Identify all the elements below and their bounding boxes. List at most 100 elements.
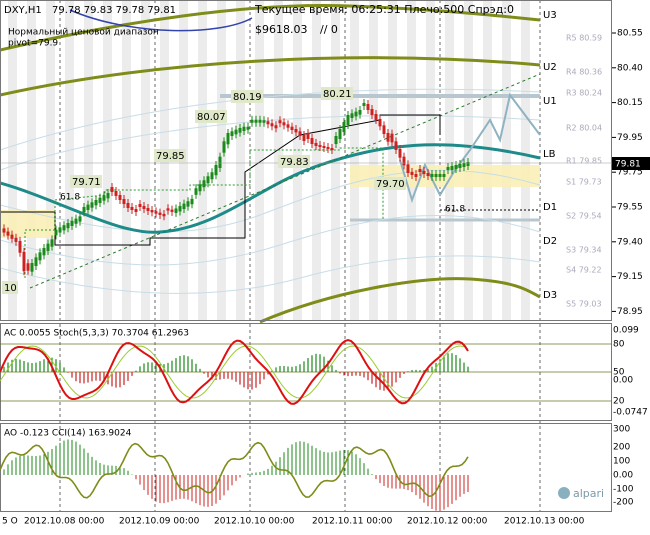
candle — [182, 203, 186, 210]
candle — [178, 206, 182, 212]
pivot-label: R5 80.59 — [566, 34, 602, 43]
candle — [170, 209, 174, 212]
stripe — [141, 0, 150, 320]
price-tick-label: 79.40 — [617, 237, 643, 247]
candle — [362, 103, 366, 106]
candle — [202, 180, 206, 188]
candle — [398, 149, 402, 158]
candle — [462, 163, 466, 167]
annotation: 79.70 — [376, 179, 405, 190]
ao-tick-label: -200 — [613, 498, 634, 508]
moving-average — [0, 143, 541, 234]
stripe — [122, 0, 131, 320]
candle — [158, 212, 162, 215]
candle — [58, 227, 62, 233]
candle — [342, 122, 346, 132]
ao-tick-label: 200 — [613, 443, 630, 453]
candle — [102, 195, 106, 201]
candle — [130, 207, 134, 210]
time-label: 2012.10.12 00:00 — [407, 517, 488, 527]
stripe — [407, 0, 416, 320]
pivot-label: S3 79.34 — [566, 246, 602, 255]
time-label: 5 O — [2, 517, 18, 527]
label-bg — [374, 177, 406, 190]
annotation: 79.85 — [156, 151, 185, 162]
candle — [78, 216, 82, 222]
ao-tick-label: 0.00 — [613, 471, 633, 481]
balance: $9618.03 — [255, 23, 308, 36]
candle — [86, 204, 90, 210]
candle — [290, 126, 294, 130]
level-label: U1 — [543, 96, 557, 107]
candle — [350, 113, 354, 118]
candle — [106, 193, 110, 199]
candle — [134, 209, 138, 212]
logo-bg — [556, 484, 606, 502]
annotation: 80.19 — [233, 92, 262, 103]
candle — [174, 208, 178, 213]
level-label: LB — [543, 149, 556, 160]
candle — [282, 122, 286, 126]
stripe — [350, 0, 359, 320]
candle — [250, 119, 254, 123]
envelope — [0, 255, 541, 294]
stoch-signal — [0, 345, 469, 399]
candle — [438, 174, 442, 177]
price-tick-label: 79.75 — [617, 168, 643, 178]
candle — [318, 145, 322, 147]
candle — [82, 207, 86, 213]
envelope — [0, 115, 541, 171]
candle — [234, 129, 238, 135]
envelope — [0, 214, 541, 266]
candle — [6, 231, 10, 236]
indicator-name: Нормальный ценовой диапазон — [8, 28, 159, 38]
candle — [418, 169, 422, 172]
stripe — [445, 0, 454, 320]
pivot-label: S5 79.03 — [566, 300, 602, 309]
candle — [358, 110, 362, 115]
candle — [286, 124, 290, 128]
candle — [18, 240, 22, 253]
cci — [0, 441, 469, 499]
candle — [302, 135, 306, 141]
candle — [242, 126, 246, 131]
candle — [334, 136, 338, 144]
time-axis: 5 O 2012.10.08 00:00 2012.10.09 00:00 2012.… — [2, 517, 585, 527]
candle — [450, 166, 454, 170]
annotation: 79.71 — [72, 177, 101, 188]
candle — [26, 263, 30, 271]
price-tick-label: 79.15 — [617, 272, 643, 282]
fib-line — [24, 147, 384, 278]
candle — [402, 156, 406, 166]
candle — [42, 248, 46, 256]
candle — [258, 119, 262, 123]
candle — [70, 220, 74, 226]
ac-tick-label: 80 — [613, 340, 625, 350]
candle — [166, 208, 170, 211]
ac-tick-label: 0.099 — [613, 326, 639, 336]
channel — [69, 9, 253, 32]
candle — [154, 211, 158, 214]
ohlc: 79.78 79.83 79.78 79.81 — [52, 5, 176, 16]
level-label: D3 — [543, 290, 557, 301]
candle — [370, 109, 374, 115]
candle — [66, 223, 70, 229]
pivot-label: S2 79.54 — [566, 212, 602, 221]
price-tick-label: 80.55 — [617, 29, 643, 39]
pivot-labels: R5 80.59 R4 80.36 R3 80.24 R2 80.04 R1 79.85… — [566, 34, 602, 309]
symbol: DXY,H1 — [4, 5, 42, 16]
pivot-label: R1 79.85 — [566, 157, 602, 166]
stripe — [388, 0, 397, 320]
band-u2 — [0, 56, 541, 97]
price-tick-label: 80.15 — [617, 98, 643, 108]
pivot-label: R4 80.36 — [566, 68, 602, 77]
candle — [426, 173, 430, 176]
candle — [138, 204, 142, 207]
candle — [306, 133, 310, 139]
candle — [394, 141, 398, 150]
stripe — [198, 0, 207, 320]
price-tick-label: 79.55 — [617, 203, 643, 213]
candle — [2, 228, 6, 233]
candle — [110, 187, 114, 192]
level-label: U3 — [543, 10, 557, 21]
